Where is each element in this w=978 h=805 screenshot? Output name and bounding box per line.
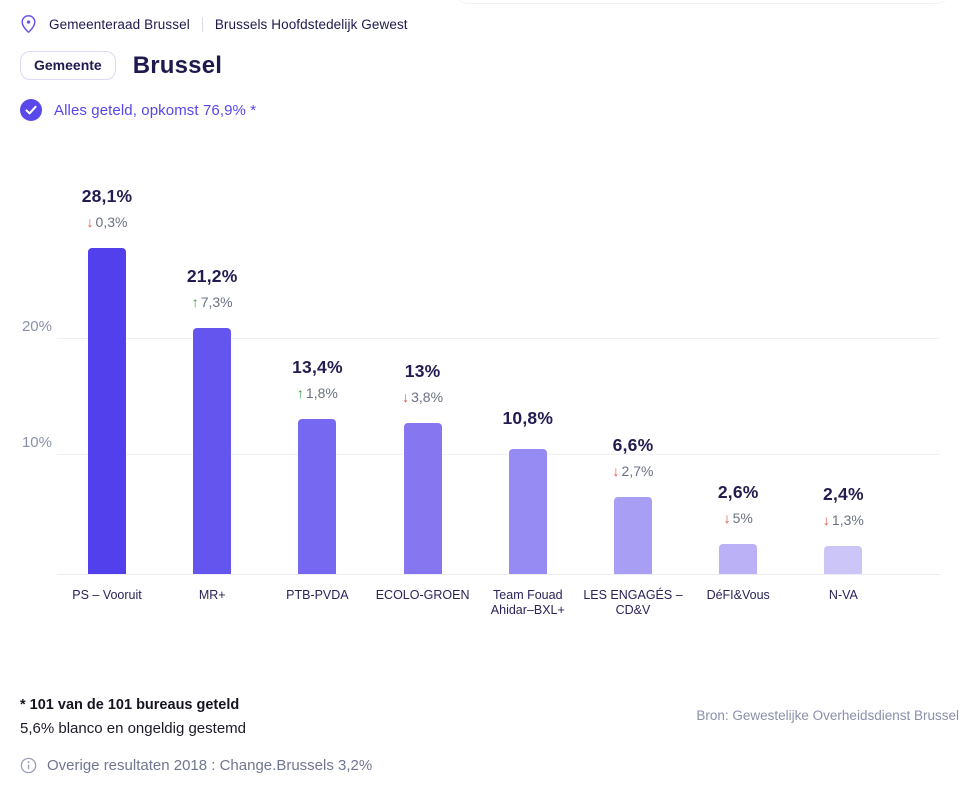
check-circle-icon	[20, 99, 42, 121]
count-status: Alles geteld, opkomst 76,9% *	[20, 99, 256, 121]
gridline-20	[57, 338, 940, 339]
bar-ECOLO-GROEN[interactable]	[403, 423, 442, 574]
bar-PTB-PVDA[interactable]	[298, 418, 337, 574]
change-value: 5%	[732, 509, 753, 526]
location-pin-icon	[20, 14, 37, 35]
bar-column: 2,4% ↓ 1,3%	[790, 160, 896, 574]
change-value: 1,8%	[305, 384, 338, 401]
bar-value-label: 10,8%	[502, 407, 554, 428]
x-axis-label: ECOLO-GROEN	[375, 588, 470, 602]
change-vs-previous: ↑ 7,3%	[192, 294, 233, 310]
bar-column: 28,1% ↓ 0,3%	[54, 160, 160, 574]
arrow-down-icon: ↓	[822, 512, 830, 529]
breadcrumb-item-gewest[interactable]: Brussels Hoofdstedelijk Gewest	[214, 17, 408, 32]
change-vs-previous: ↓ 1,3%	[823, 512, 864, 528]
arrow-down-icon: ↓	[723, 509, 731, 526]
bar-LES ENGAGÉS – CD&V[interactable]	[614, 497, 652, 574]
bar-value-label: 2,6%	[717, 481, 759, 502]
bar-column: 21,2% ↑ 7,3%	[159, 160, 265, 574]
bar-chart: 20% 10% 28,1% ↓ 0,3% PS – Vooruit 21,2% ↑ 7,3%…	[0, 160, 978, 630]
x-axis-label: PTB-PVDA	[286, 588, 349, 602]
bar-value-label: 21,2%	[186, 266, 238, 287]
bar-PS – Vooruit[interactable]	[88, 248, 126, 574]
bar-value-label: 13,4%	[292, 356, 343, 377]
blanco-footnote: 5,6% blanco en ongeldig gestemd	[20, 720, 246, 737]
change-vs-previous: ↓ 2,7%	[613, 463, 654, 479]
x-axis-label: Team Fouad Ahidar–BXL+	[490, 588, 565, 618]
bar-N-VA[interactable]	[824, 546, 863, 574]
x-axis-label: LES ENGAGÉS – CD&V	[583, 588, 683, 618]
bar-MR+[interactable]	[193, 328, 232, 574]
change-value: 3,8%	[411, 389, 444, 406]
bureaus-footnote: * 101 van de 101 bureaus geteld	[20, 697, 240, 713]
change-value: 1,3%	[831, 512, 864, 529]
gridline-10	[57, 454, 940, 455]
change-value: 7,3%	[200, 294, 233, 311]
bar-value-label: 13%	[404, 361, 441, 382]
title-row: Gemeente Brussel	[20, 51, 222, 80]
breadcrumb-separator	[201, 17, 203, 32]
bar-column: 13,4% ↑ 1,8%	[264, 160, 370, 574]
entity-type-badge: Gemeente	[20, 51, 116, 80]
bar-column: 10,8%	[475, 160, 581, 574]
arrow-up-icon: ↑	[296, 384, 304, 401]
info-icon	[20, 757, 37, 774]
y-axis-tick-20: 20%	[21, 318, 52, 335]
baseline	[57, 574, 940, 575]
change-vs-previous: ↑ 1,8%	[297, 385, 338, 401]
bar-value-label: 2,4%	[823, 484, 864, 505]
change-vs-previous: ↓ 3,8%	[402, 389, 443, 405]
x-axis-label: PS – Vooruit	[72, 588, 142, 602]
x-axis-label: MR+	[198, 588, 226, 602]
arrow-down-icon: ↓	[402, 389, 410, 406]
bar-value-label: 6,6%	[612, 435, 654, 456]
arrow-up-icon: ↑	[191, 294, 199, 311]
status-text: Alles geteld, opkomst 76,9% *	[54, 101, 257, 119]
other-results-text: Overige resultaten 2018 : Change.Brussel…	[47, 757, 373, 774]
bar-column: 2,6% ↓ 5%	[685, 160, 791, 574]
x-axis-label: DéFI&Vous	[706, 588, 770, 602]
bar-column: 6,6% ↓ 2,7%	[580, 160, 686, 574]
bar-Team Fouad Ahidar–BXL+[interactable]	[508, 448, 547, 574]
change-value: 2,7%	[621, 463, 654, 480]
change-value: 0,3%	[95, 214, 128, 231]
y-axis-tick-10: 10%	[21, 434, 52, 451]
page-title: Brussel	[132, 51, 223, 79]
bar-DéFI&Vous[interactable]	[719, 543, 758, 574]
bar-column: 13% ↓ 3,8%	[370, 160, 476, 574]
x-axis-label: N-VA	[828, 588, 858, 602]
arrow-down-icon: ↓	[612, 463, 620, 480]
breadcrumb: Gemeenteraad Brussel Brussels Hoofdstede…	[20, 14, 408, 35]
change-vs-previous: ↓ 5%	[724, 510, 753, 526]
card-edge-decoration	[452, 0, 952, 4]
other-results-row: Overige resultaten 2018 : Change.Brussel…	[20, 757, 372, 774]
bar-value-label: 28,1%	[81, 186, 133, 207]
source-credit: Bron: Gewestelijke Overheidsdienst Bruss…	[696, 708, 959, 723]
arrow-down-icon: ↓	[86, 214, 94, 231]
change-vs-previous: ↓ 0,3%	[87, 214, 128, 230]
breadcrumb-item-gemeenteraad[interactable]: Gemeenteraad Brussel	[49, 17, 190, 32]
